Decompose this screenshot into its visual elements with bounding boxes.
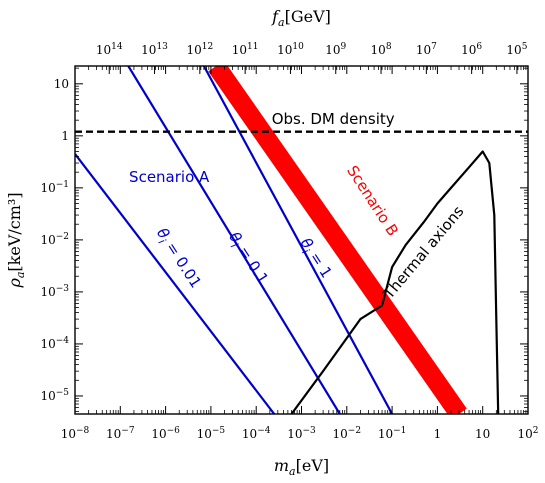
annotation-label: θi = 0.1 [223,229,272,289]
x-tick-label: 10 [475,427,490,441]
x-tick-label: 10−1 [378,426,407,441]
series-line-2 [202,66,394,414]
y-tick-label: 10−4 [40,336,69,351]
y-tick-label: 10−5 [40,388,69,403]
x-tick-label: 1 [434,427,442,441]
series-line-5 [290,150,500,414]
x2-tick-label: 1010 [277,42,304,57]
x2-tick-label: 1014 [96,42,123,57]
x2-tick-label: 109 [325,42,346,57]
annotation-label: θi = 0.01 [151,225,206,293]
y-tick-label: 10 [54,77,69,91]
series-line-1 [127,66,341,414]
y-tick-label: 10−3 [40,284,69,299]
annotation-label: Scenario A [129,168,210,186]
x-tick-label: 10−6 [151,426,180,441]
x-tick-label: 10−2 [333,426,362,441]
x-tick-label: 10−8 [61,426,90,441]
x-axis-title: ma[eV] [274,456,329,478]
x2-tick-label: 106 [461,42,482,57]
y-tick-label: 10−1 [40,180,69,195]
x-tick-label: 10−7 [106,426,135,441]
series-line-0 [75,153,276,414]
scenario-b-band [208,66,467,414]
annotation-label: Scenario B [343,162,402,239]
annotation-label: Obs. DM density [272,110,395,128]
x2-tick-label: 1011 [232,42,259,57]
x-tick-label: 102 [517,426,538,441]
y-axis-title: ρa[keV/cm³] [5,192,27,288]
x2-tick-label: 108 [371,42,392,57]
y-tick-label: 10−2 [40,232,69,247]
y-tick-label: 1 [61,129,69,143]
x2-tick-label: 107 [416,42,437,57]
x2-tick-label: 105 [506,42,527,57]
x2-tick-label: 1013 [141,42,168,57]
x-tick-label: 10−5 [197,426,226,441]
x-tick-label: 10−4 [242,426,271,441]
x2-axis-title: fa[GeV] [271,7,331,29]
x-tick-label: 10−3 [287,426,316,441]
plot-area [75,66,528,414]
x2-tick-label: 1012 [186,42,213,57]
